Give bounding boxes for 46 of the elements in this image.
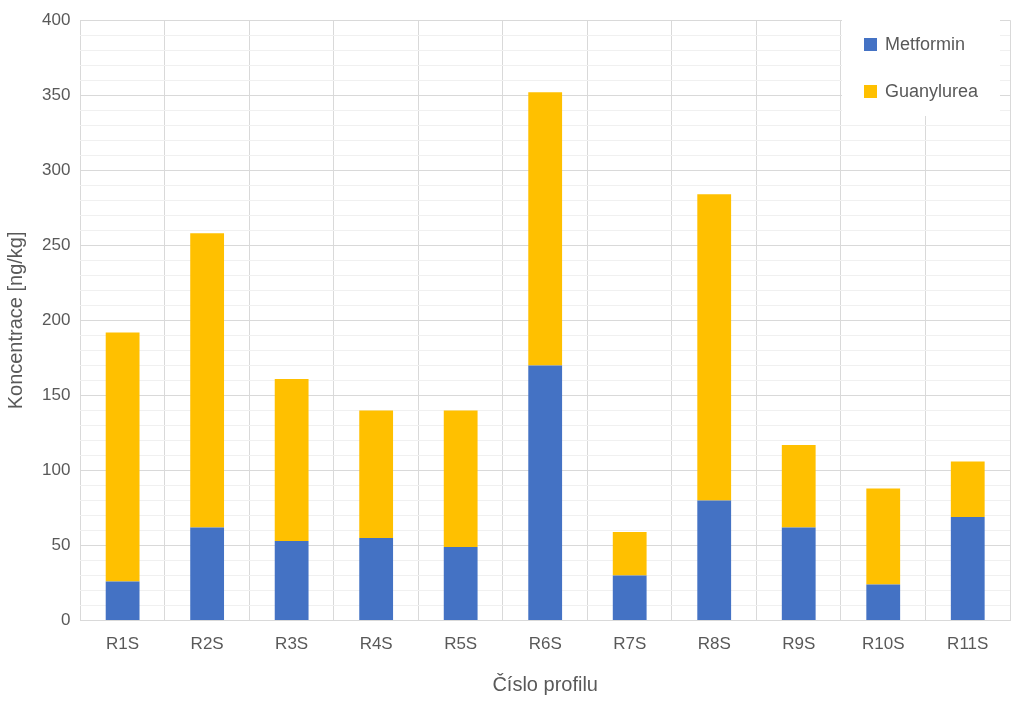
x-tick-label: R6S — [528, 634, 562, 654]
bar — [359, 538, 394, 621]
bar — [612, 575, 647, 621]
x-tick-label: R10S — [861, 634, 905, 654]
x-tick-label: R11S — [947, 634, 989, 654]
y-tick-label: 0 — [60, 610, 71, 630]
x-axis-title: Číslo profilu — [492, 672, 598, 695]
y-tick-label: 400 — [41, 9, 71, 29]
y-tick-label: 50 — [51, 535, 71, 555]
y-tick-label: 200 — [41, 310, 71, 330]
bar — [274, 541, 309, 621]
x-tick-label: R3S — [275, 634, 309, 654]
x-tick-label: R5S — [444, 634, 478, 654]
bar — [190, 233, 225, 528]
bar — [866, 584, 901, 621]
legend-label: Metformin — [884, 34, 965, 55]
bar — [105, 581, 140, 621]
bar — [443, 410, 478, 548]
bar — [190, 527, 225, 621]
x-tick-label: R7S — [613, 634, 647, 654]
y-tick-label: 100 — [41, 460, 71, 480]
bar — [781, 444, 816, 528]
x-tick-label: R4S — [359, 634, 393, 654]
bar — [950, 461, 985, 518]
y-tick-label: 350 — [41, 84, 71, 104]
x-tick-label: R1S — [106, 634, 140, 654]
legend-label: Guanylurea — [884, 81, 978, 102]
y-tick-label: 250 — [41, 235, 71, 255]
bar — [528, 365, 563, 621]
bar — [359, 410, 394, 539]
x-tick-label: R2S — [190, 634, 224, 654]
y-tick-label: 150 — [41, 385, 71, 405]
x-tick-label: R9S — [782, 634, 816, 654]
bar — [612, 532, 647, 576]
bar — [781, 527, 816, 621]
bar — [274, 378, 309, 542]
bar — [443, 547, 478, 621]
bar — [697, 194, 732, 501]
bar — [697, 500, 732, 621]
y-axis-title: Koncentrace [ng/kg] — [3, 231, 26, 410]
bar — [105, 332, 140, 582]
bar — [950, 517, 985, 621]
y-tick-label: 300 — [41, 159, 71, 179]
bar — [866, 488, 901, 585]
bar — [528, 92, 563, 366]
x-tick-label: R8S — [697, 634, 731, 654]
